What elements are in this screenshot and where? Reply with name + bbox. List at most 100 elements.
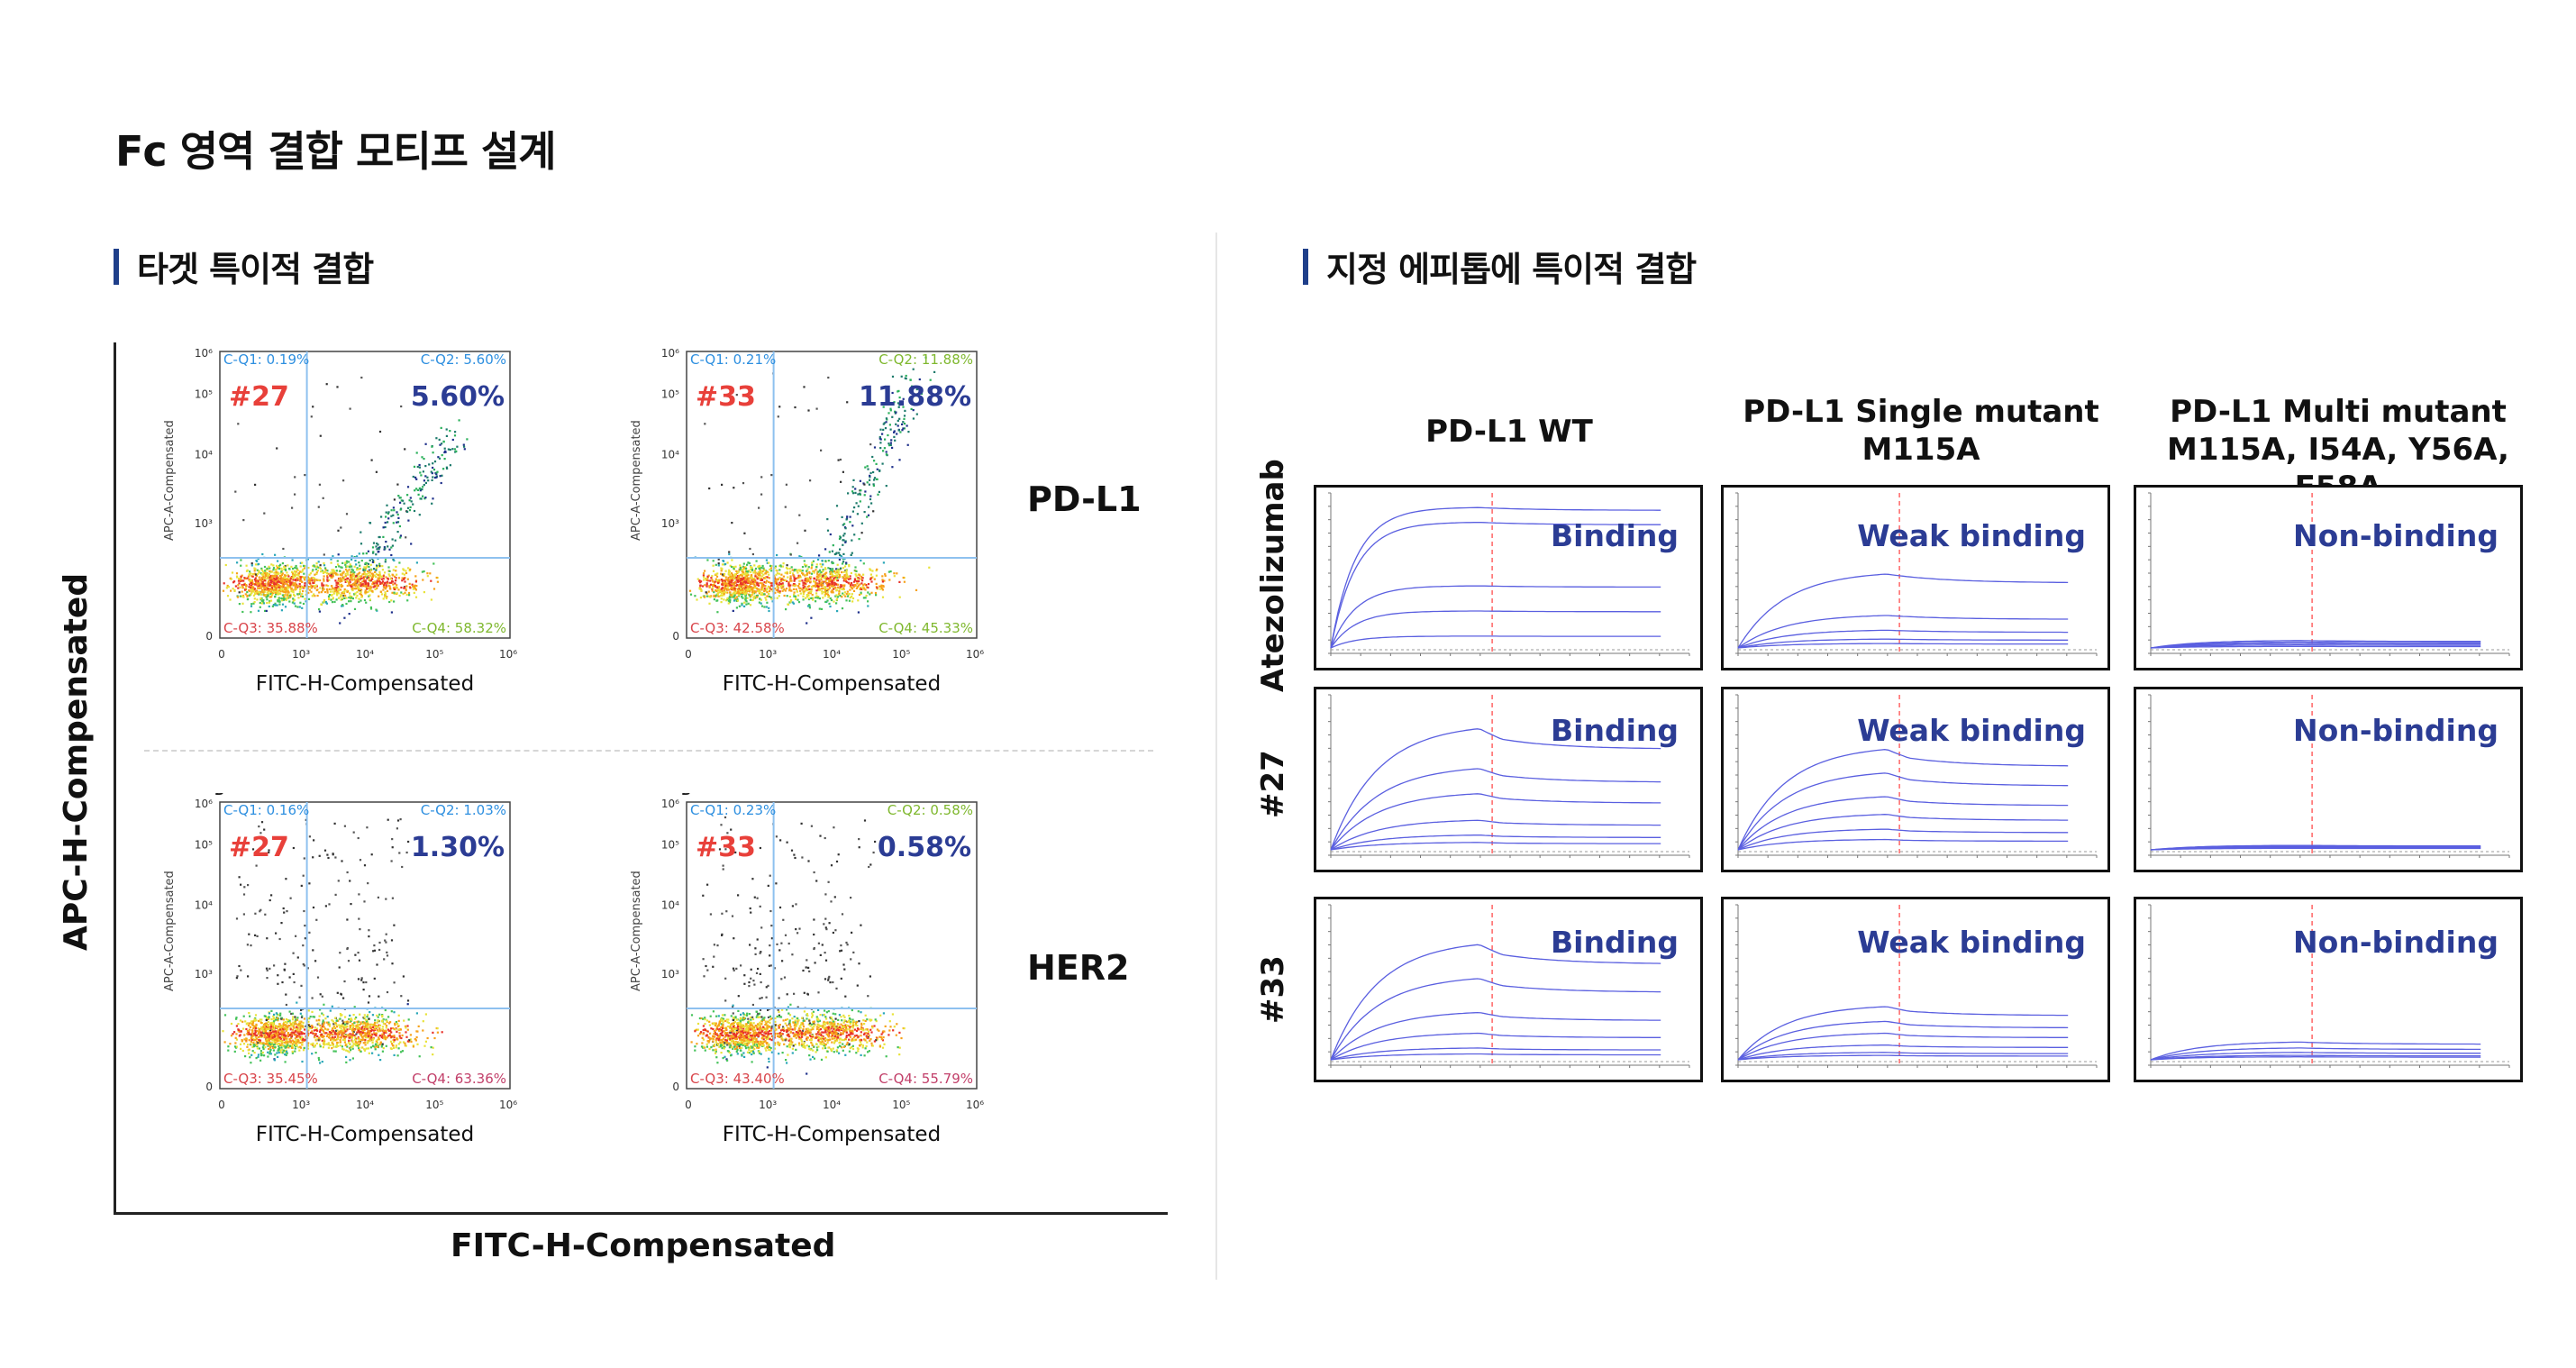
binding-status-label: Binding (1550, 925, 1679, 960)
bli-sensorgram (2148, 492, 2510, 656)
binding-status-label: Non-binding (2293, 518, 2499, 553)
flow-plot-frame (219, 801, 511, 1090)
bli-trace (1737, 615, 2069, 649)
column-title-multi-mutant: PD-L1 Multi mutant M115A, I54A, Y56A, E5… (2167, 394, 2509, 506)
bli-panel: Binding (1314, 687, 1703, 872)
binding-status-label: Binding (1550, 518, 1679, 553)
x-tick-label: 10⁵ (425, 648, 443, 661)
y-tick-label: 10⁴ (195, 898, 213, 911)
x-tick-label: 0 (218, 1099, 225, 1111)
quadrant-label-q1: C-Q1: 0.19% (223, 351, 309, 368)
bli-trace (1737, 638, 2069, 649)
section-divider (1215, 233, 1217, 1280)
panel-letter: B (214, 793, 224, 798)
column-title-wt: PD-L1 WT (1425, 414, 1593, 450)
x-tick-label: 10⁶ (499, 648, 517, 661)
quadrant-label-q2: C-Q2: 0.58% (887, 802, 973, 818)
bli-trace (2150, 644, 2481, 649)
quadrant-label-q3: C-Q3: 42.58% (690, 620, 785, 636)
bli-sensorgram (1328, 694, 1690, 858)
quadrant-label-q4: C-Q4: 63.36% (412, 1071, 506, 1087)
y-tick-label: 10⁵ (661, 839, 679, 852)
bli-panel: Non-binding (2134, 485, 2523, 670)
positive-percentage: 5.60% (411, 381, 505, 413)
row-label-her2: HER2 (1027, 948, 1130, 988)
bli-trace (1330, 728, 1661, 851)
flow-y-axis-label: APC-A-Compensated (163, 420, 177, 541)
clone-label: #27 (229, 381, 289, 413)
y-tick-label: 10³ (195, 517, 213, 530)
binding-status-label: Weak binding (1857, 713, 2086, 748)
quadrant-label-q1: C-Q1: 0.23% (690, 802, 776, 818)
composite-x-axis (114, 1212, 1168, 1215)
flow-plot-frame (219, 351, 511, 639)
x-tick-label: 10³ (292, 648, 310, 661)
flow-y-axis-label: APC-A-Compensated (630, 420, 643, 541)
bli-trace (1737, 1052, 2069, 1061)
bli-panel: Binding (1314, 897, 1703, 1082)
flow-plot-svg: 0 10³ 10⁴ 10⁵ 10⁶ 0 10³ 10⁴ 10⁵ 10⁶ FITC-H-Compens… (630, 347, 984, 696)
x-tick-label: 10⁴ (356, 648, 374, 661)
bli-trace (1330, 819, 1661, 851)
bli-sensorgram (2148, 904, 2510, 1068)
flow-x-axis-label: FITC-H-Compensated (723, 1123, 941, 1146)
flow-y-axis-label: APC-A-Compensated (163, 871, 177, 991)
y-tick-label: 10⁶ (195, 798, 213, 810)
section-title-text: 지정 에피톱에 특이적 결합 (1326, 250, 1697, 289)
bli-trace (1737, 629, 2069, 649)
y-tick-label: 0 (672, 630, 679, 643)
positive-percentage: 0.58% (878, 832, 971, 863)
y-tick-label: 10⁶ (661, 347, 679, 360)
bli-trace (2150, 847, 2481, 851)
y-tick-label: 0 (205, 1081, 213, 1093)
binding-status-label: Weak binding (1857, 925, 2086, 960)
bli-trace (1737, 796, 2069, 851)
flow-plot-svg: 0 10³ 10⁴ 10⁵ 10⁶ 0 10³ 10⁴ 10⁵ 10⁶ FITC-H-Compens… (630, 784, 984, 1146)
x-tick-label: 10⁶ (966, 1099, 984, 1111)
bli-trace (1737, 643, 2069, 649)
bli-sensorgram (1735, 694, 2098, 858)
column-title-single-mutant: PD-L1 Single mutant M115A (1743, 394, 2099, 468)
bli-trace (1737, 1020, 2069, 1061)
x-tick-label: 10⁵ (892, 1099, 910, 1111)
binding-status-label: Non-binding (2293, 713, 2499, 748)
binding-status-label: Non-binding (2293, 925, 2499, 960)
x-tick-label: 10⁴ (356, 1099, 374, 1111)
bli-trace (1330, 793, 1661, 851)
bli-panel: Weak binding (1721, 897, 2110, 1082)
section-title-epitope-specific: 지정 에피톱에 특이적 결합 (1303, 242, 1697, 291)
quadrant-label-q3: C-Q3: 35.45% (223, 1071, 318, 1087)
bli-trace (2150, 1047, 2481, 1061)
flow-event-cloud (222, 376, 469, 625)
x-tick-label: 10³ (759, 1099, 777, 1111)
bli-trace (1737, 1032, 2069, 1061)
bli-trace (1330, 978, 1661, 1061)
composite-x-label: FITC-H-Compensated (451, 1227, 836, 1264)
flow-y-axis-label: APC-A-Compensated (630, 871, 643, 991)
flow-plot-svg: 0 10³ 10⁴ 10⁵ 10⁶ 0 10³ 10⁴ 10⁵ 10⁶ FITC-H-Compens… (163, 784, 517, 1146)
row-label-pd-l1: PD-L1 (1027, 479, 1142, 519)
bli-trace (2150, 643, 2481, 649)
quadrant-label-q4: C-Q4: 55.79% (878, 1071, 973, 1087)
section-marker (114, 248, 119, 285)
bli-trace (1330, 635, 1661, 649)
bli-trace (1737, 749, 2069, 851)
bli-trace (1330, 610, 1661, 649)
bli-panel: Non-binding (2134, 897, 2523, 1082)
flow-x-axis-label: FITC-H-Compensated (256, 1123, 474, 1146)
bli-trace (2150, 645, 2481, 649)
y-tick-label: 10⁵ (195, 839, 213, 852)
quadrant-label-q4: C-Q4: 58.32% (412, 620, 506, 636)
y-tick-label: 10⁶ (661, 798, 679, 810)
y-tick-label: 10⁶ (195, 347, 213, 360)
bli-trace (1737, 1006, 2069, 1061)
x-tick-label: 10⁵ (892, 648, 910, 661)
y-tick-label: 10⁴ (195, 448, 213, 461)
page-title: Fc 영역 결합 모티프 설계 (115, 127, 557, 176)
bli-trace (1330, 521, 1661, 649)
quadrant-label-q1: C-Q1: 0.21% (690, 351, 776, 368)
flow-x-axis-label: FITC-H-Compensated (723, 672, 941, 696)
quadrant-label-q2: C-Q2: 1.03% (421, 802, 506, 818)
composite-y-axis (114, 342, 116, 1215)
x-tick-label: 10⁴ (823, 1099, 841, 1111)
